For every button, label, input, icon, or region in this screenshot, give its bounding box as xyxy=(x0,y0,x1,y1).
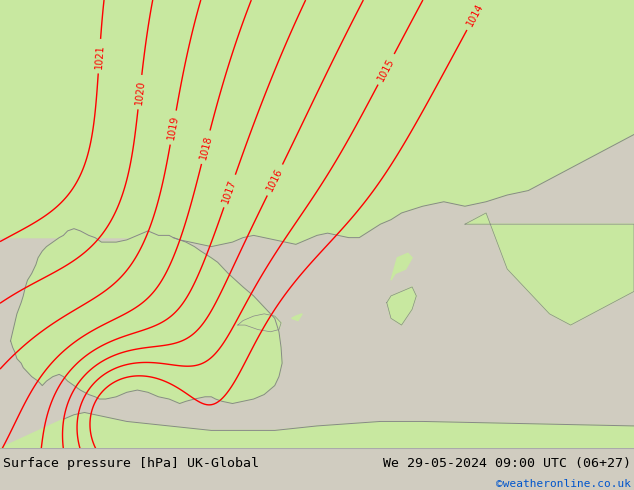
Polygon shape xyxy=(387,287,417,325)
Polygon shape xyxy=(11,229,282,404)
Polygon shape xyxy=(0,413,634,448)
Text: We 29-05-2024 09:00 UTC (06+27): We 29-05-2024 09:00 UTC (06+27) xyxy=(383,457,631,469)
Text: ©weatheronline.co.uk: ©weatheronline.co.uk xyxy=(496,479,631,489)
Text: 1018: 1018 xyxy=(198,134,214,160)
Text: 1014: 1014 xyxy=(465,1,485,28)
Polygon shape xyxy=(0,0,634,246)
Polygon shape xyxy=(238,314,281,332)
Text: 1015: 1015 xyxy=(376,56,396,82)
Text: 1017: 1017 xyxy=(221,178,238,204)
Text: 1016: 1016 xyxy=(265,167,285,193)
Polygon shape xyxy=(391,253,412,280)
Polygon shape xyxy=(236,336,245,343)
Text: 1021: 1021 xyxy=(94,44,105,69)
Polygon shape xyxy=(292,314,302,320)
Polygon shape xyxy=(465,213,634,325)
Text: 1020: 1020 xyxy=(134,79,146,105)
Text: 1019: 1019 xyxy=(166,115,180,141)
Text: Surface pressure [hPa] UK-Global: Surface pressure [hPa] UK-Global xyxy=(3,457,259,469)
Polygon shape xyxy=(0,0,173,238)
